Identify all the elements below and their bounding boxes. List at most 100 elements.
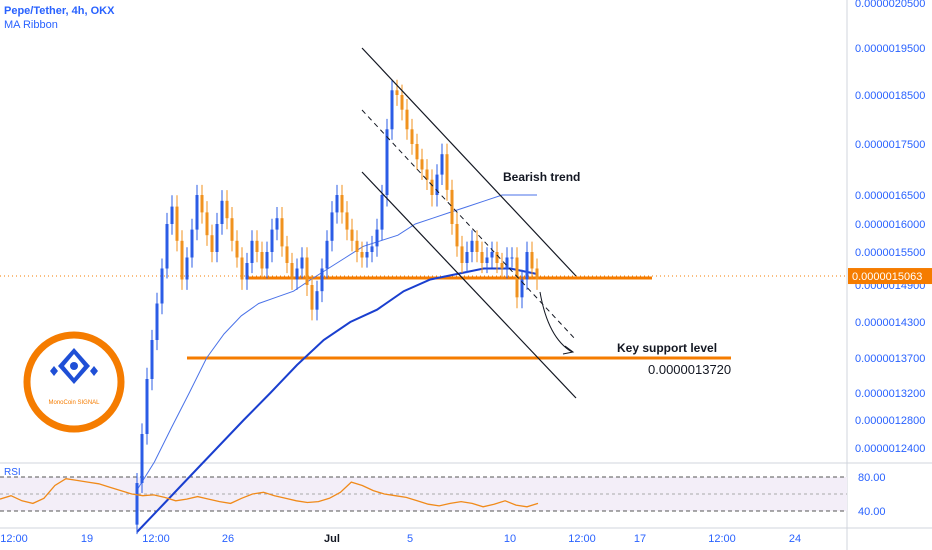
support-value: 0.0000013720	[648, 362, 731, 377]
candle-body	[215, 224, 219, 252]
y-tick-label: 0.0000013700	[855, 353, 925, 365]
candle-body	[320, 268, 324, 292]
candle-body	[425, 169, 429, 180]
y-tick-label: 0.0000012800	[855, 415, 925, 427]
candle-body	[475, 240, 479, 252]
candle-body	[285, 246, 289, 263]
candle-body	[340, 195, 344, 213]
candle-body	[230, 218, 234, 241]
candle-body	[400, 95, 404, 110]
x-tick-label: 26	[222, 533, 234, 545]
candle-body	[265, 252, 269, 269]
candle-body	[245, 263, 249, 280]
candle-body	[330, 212, 334, 241]
y-tick-label: 0.0000016500	[855, 190, 925, 202]
candle-body	[435, 174, 439, 195]
ma-fast-line	[136, 194, 537, 491]
y-tick-label: 0.0000012400	[855, 443, 925, 455]
candle-body	[250, 240, 254, 263]
candle-body	[300, 257, 304, 269]
candle-body	[195, 195, 199, 230]
candle-body	[255, 240, 259, 252]
candle-body	[190, 229, 194, 258]
rsi-line	[0, 478, 539, 508]
projection-arrow	[539, 291, 573, 353]
candle-body	[500, 263, 504, 269]
candle-body	[240, 257, 244, 280]
candle-body	[185, 257, 189, 280]
candle-body	[165, 224, 169, 269]
candle-body	[210, 235, 214, 252]
candle-body	[335, 195, 339, 213]
candle-body	[380, 195, 384, 230]
candle-body	[365, 252, 369, 258]
candle-body	[150, 340, 154, 379]
candle-body	[135, 483, 139, 525]
chart-title: Pepe/Tether, 4h, OKX	[4, 5, 115, 17]
candle-body	[415, 144, 419, 160]
x-tick-label: 12:00	[568, 533, 596, 545]
candle-body	[350, 229, 354, 241]
candle-body	[275, 218, 279, 230]
x-tick-label: 19	[81, 533, 93, 545]
candle-body	[510, 257, 514, 259]
support-label: Key support level	[617, 341, 717, 355]
y-tick-label: 0.0000014300	[855, 317, 925, 329]
last-price-value: 0.0000015063	[852, 271, 922, 283]
candle-body	[360, 252, 364, 258]
candle-body	[385, 129, 389, 195]
candle-body	[410, 129, 414, 144]
candle-body	[450, 189, 454, 224]
candle-body	[370, 246, 374, 252]
candle-body	[205, 212, 209, 236]
candle-body	[490, 252, 494, 258]
candle-body	[485, 257, 489, 263]
candle-body	[155, 303, 159, 340]
x-tick-label: 5	[407, 533, 413, 545]
candle-body	[180, 240, 184, 280]
candle-body	[405, 109, 409, 130]
candle-body	[160, 268, 164, 304]
x-tick-label: 24	[789, 533, 801, 545]
rsi-tick-label: 80.00	[858, 472, 886, 484]
candle-body	[445, 154, 449, 190]
y-tick-label: 0.0000019500	[855, 43, 925, 55]
indicator-label[interactable]: MA Ribbon	[4, 19, 58, 31]
candle-body	[260, 252, 264, 269]
last-price-tag	[848, 268, 932, 285]
candle-body	[455, 224, 459, 247]
y-tick-label: 0.0000016000	[855, 219, 925, 231]
x-tick-label: Jul	[324, 533, 340, 545]
candle-body	[310, 285, 314, 310]
candle-body	[175, 206, 179, 241]
arrow-head	[562, 345, 575, 355]
candle-body	[420, 159, 424, 170]
y-tick-label: 0.0000017500	[855, 139, 925, 151]
candle-body	[170, 206, 174, 224]
rsi-tick-label: 40.00	[858, 506, 886, 518]
y-tick-label: 0.0000020500	[855, 0, 925, 10]
candle-body	[295, 268, 299, 280]
candle-body	[220, 200, 224, 224]
candle-body	[440, 154, 444, 175]
candle-body	[235, 240, 239, 258]
candle-body	[325, 240, 329, 269]
logo-left-icon	[50, 366, 58, 376]
x-tick-label: 17	[634, 533, 646, 545]
logo-text: MonoCoin SIGNAL	[48, 400, 100, 406]
channel-lower-line	[361, 171, 577, 399]
rsi-label[interactable]: RSI	[4, 467, 21, 478]
candle-body	[520, 279, 524, 298]
bearish-trend-label: Bearish trend	[503, 170, 580, 184]
logo-right-icon	[90, 366, 98, 376]
candle-body	[315, 291, 319, 310]
candle-body	[505, 257, 509, 269]
y-tick-label: 0.0000018500	[855, 90, 925, 102]
candle-body	[280, 218, 284, 247]
x-tick-label: 12:00	[0, 533, 28, 545]
candle-body	[145, 379, 149, 434]
candle-body	[290, 263, 294, 280]
candle-body	[375, 229, 379, 247]
y-tick-label: 0.0000013200	[855, 388, 925, 400]
